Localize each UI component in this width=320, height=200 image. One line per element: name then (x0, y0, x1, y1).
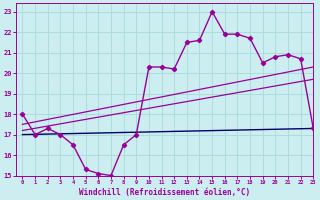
X-axis label: Windchill (Refroidissement éolien,°C): Windchill (Refroidissement éolien,°C) (79, 188, 250, 197)
